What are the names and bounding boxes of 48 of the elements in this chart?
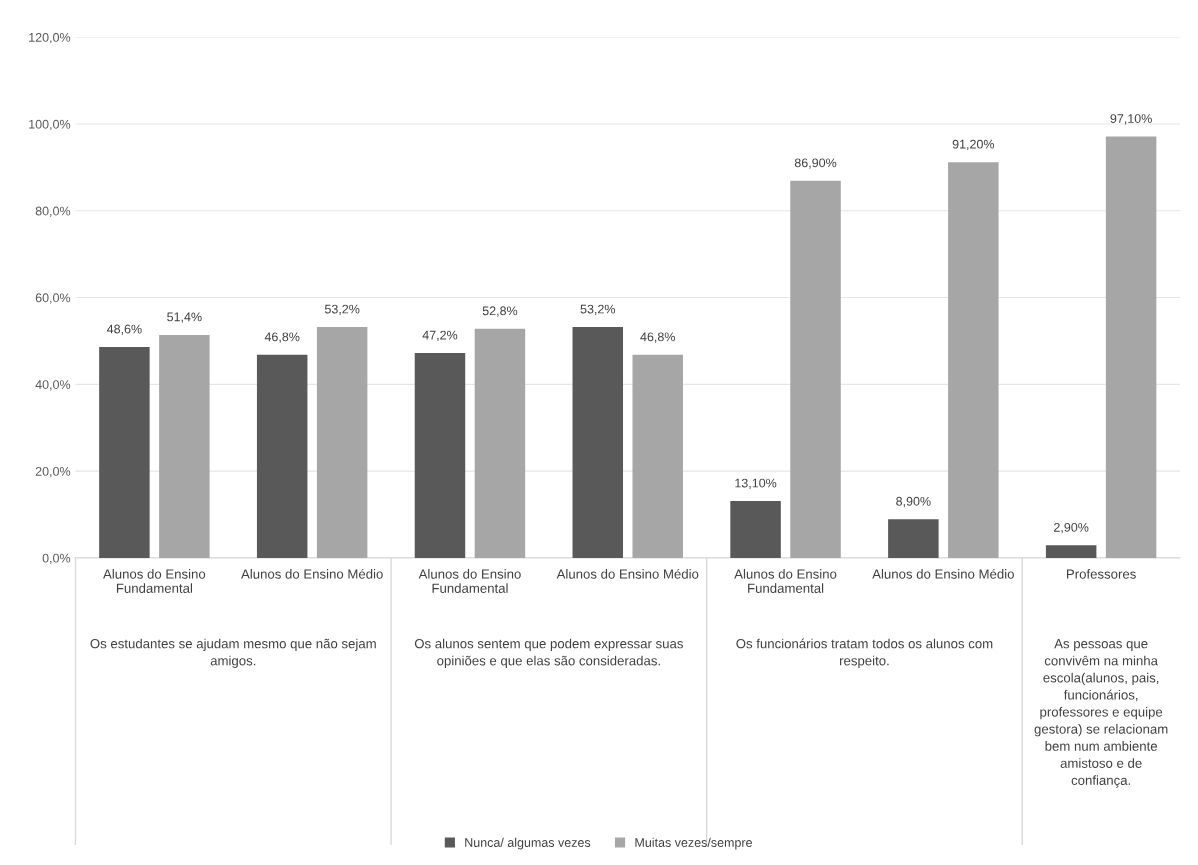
legend-label: Muitas vezes/sempre (635, 837, 752, 850)
x-tick-label: Alunos do Ensino Médio (556, 568, 699, 579)
x-tick-label: Alunos do Ensino Fundamental (734, 569, 837, 593)
x-tick-label: Alunos do Ensino Fundamental (103, 569, 206, 593)
y-tick-label: 120,0% (29, 33, 71, 44)
bar (572, 327, 624, 558)
data-label: 8,90% (896, 496, 931, 508)
bar (888, 519, 939, 558)
y-tick-label: 80,0% (35, 206, 71, 217)
bar (159, 334, 210, 558)
data-label: 91,20% (952, 139, 995, 151)
x-tick-label: Alunos do Ensino Fundamental (418, 569, 521, 593)
bar (99, 347, 150, 558)
data-label: 47,2% (422, 330, 458, 341)
data-label: 2,90% (1054, 522, 1089, 534)
legend-label: Nunca/ algumas vezes (465, 837, 591, 850)
data-label: 53,2% (324, 304, 360, 315)
y-tick-label: 60,0% (35, 293, 71, 304)
data-label: 52,8% (482, 306, 518, 317)
text: Os alunos sentem que podem expressar suas opiniões e que elas são consideradas. (414, 638, 683, 669)
x-tick-label: Professores (1067, 569, 1136, 579)
bar (414, 353, 466, 558)
bar (632, 354, 683, 558)
data-label: 48,6% (106, 324, 142, 335)
data-label: 97,10% (1110, 114, 1152, 125)
bar (790, 180, 841, 558)
y-tick-label: 0,0% (42, 553, 71, 565)
bar (1105, 136, 1157, 558)
text: As pessoas que convivêm na minha escola(alunos, pais, funcionários, professores e equipe gestora) se relacionam bem num ambiente amistoso e de confiança. (1034, 639, 1168, 788)
bar (474, 328, 526, 558)
text: Os funcionários tratam todos os alunos com respeito. (736, 638, 993, 669)
bar (316, 327, 368, 558)
data-label: 46,8% (640, 332, 676, 343)
data-label: 46,8% (264, 332, 300, 343)
data-label: 53,2% (580, 304, 616, 315)
data-label: 86,90% (794, 158, 837, 169)
text: Os estudantes se ajudam mesmo que não sejam amigos. (90, 638, 376, 669)
bar (730, 501, 781, 558)
bar (1045, 545, 1097, 558)
bar (948, 162, 999, 558)
data-label: 13,10% (735, 478, 777, 489)
x-tick-label: Alunos do Ensino Médio (241, 568, 383, 579)
y-tick-label: 100,0% (29, 119, 71, 131)
y-tick-label: 20,0% (35, 466, 71, 478)
y-tick-label: 40,0% (35, 380, 71, 391)
data-label: 51,4% (167, 312, 202, 323)
bar (256, 354, 308, 558)
x-tick-label: Alunos do Ensino Médio (872, 568, 1014, 579)
